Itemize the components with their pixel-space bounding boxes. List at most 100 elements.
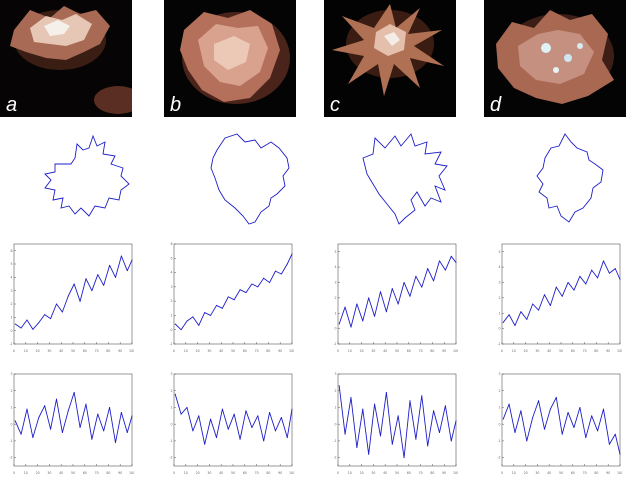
- x-tick-label: 70: [583, 471, 587, 475]
- data-point: [579, 406, 581, 408]
- y-tick-label: 6: [10, 249, 12, 253]
- plot-frame: [173, 243, 293, 345]
- x-tick-label: 90: [606, 471, 610, 475]
- y-tick-label: -1: [9, 342, 12, 346]
- cell-image-c: [324, 0, 456, 117]
- panel-label: a: [6, 94, 18, 116]
- cell-contour-b: [210, 133, 290, 225]
- data-point: [131, 259, 133, 261]
- x-tick-label: 0: [501, 349, 503, 353]
- data-point: [210, 418, 212, 420]
- data-point: [421, 395, 423, 397]
- cell-image-b: [164, 0, 296, 117]
- x-tick-label: 30: [47, 349, 51, 353]
- series-line: [174, 253, 293, 331]
- y-tick-label: 1: [10, 315, 12, 319]
- data-point: [109, 406, 111, 408]
- plot-frame: [337, 243, 457, 345]
- data-point: [227, 296, 229, 298]
- data-point: [126, 432, 128, 434]
- x-tick-label: 70: [583, 349, 587, 353]
- x-tick-label: 100: [453, 471, 458, 475]
- y-tick-label: -2: [333, 456, 336, 460]
- data-point: [438, 260, 440, 262]
- x-tick-label: 40: [383, 471, 387, 475]
- data-point: [433, 280, 435, 282]
- data-point: [227, 428, 229, 430]
- x-tick-label: 10: [348, 349, 352, 353]
- data-point: [239, 438, 241, 440]
- y-tick-label: 4: [10, 275, 12, 279]
- x-tick-label: 80: [106, 349, 110, 353]
- data-point: [397, 415, 399, 417]
- data-point: [274, 270, 276, 272]
- data-point: [502, 321, 504, 323]
- x-tick-label: 30: [535, 349, 539, 353]
- x-tick-label: 0: [173, 471, 175, 475]
- data-point: [514, 432, 516, 434]
- x-tick-label: 50: [559, 349, 563, 353]
- data-point: [215, 437, 217, 439]
- data-point: [561, 295, 563, 297]
- y-tick-label: 3: [10, 289, 12, 293]
- x-tick-label: 10: [348, 471, 352, 475]
- y-tick-label: 1: [170, 406, 172, 410]
- data-point: [286, 437, 288, 439]
- x-tick-label: 80: [430, 349, 434, 353]
- series-line: [14, 255, 133, 330]
- x-tick-label: 10: [24, 349, 28, 353]
- data-point: [391, 288, 393, 290]
- data-point: [433, 410, 435, 412]
- data-point: [338, 385, 340, 387]
- y-tick-label: 1: [334, 311, 336, 315]
- data-point: [368, 453, 370, 455]
- data-point: [415, 438, 417, 440]
- y-tick-label: -1: [497, 439, 500, 443]
- data-point: [538, 309, 540, 311]
- x-tick-label: 10: [184, 349, 188, 353]
- data-point: [549, 408, 551, 410]
- data-point: [573, 427, 575, 429]
- x-tick-label: 50: [559, 471, 563, 475]
- x-tick-label: 100: [129, 471, 134, 475]
- data-point: [210, 314, 212, 316]
- data-point: [20, 433, 22, 435]
- data-point: [91, 438, 93, 440]
- data-point: [362, 320, 364, 322]
- data-point: [591, 415, 593, 417]
- plot-detrended-a: 0 10 20 30 40 50 60 70 80 90 100 -2 -1 0 1 2 3: [9, 372, 134, 475]
- data-point: [356, 447, 358, 449]
- x-tick-label: 50: [71, 471, 75, 475]
- data-point: [549, 305, 551, 307]
- data-point: [567, 411, 569, 413]
- x-tick-label: 100: [617, 349, 622, 353]
- data-point: [44, 314, 46, 316]
- x-tick-label: 70: [419, 349, 423, 353]
- cell-photo-a: a: [0, 0, 132, 117]
- x-tick-label: 20: [196, 471, 200, 475]
- x-tick-label: 80: [266, 349, 270, 353]
- x-tick-label: 20: [524, 349, 528, 353]
- data-point: [55, 398, 57, 400]
- data-point: [269, 282, 271, 284]
- data-point: [14, 420, 16, 422]
- data-point: [204, 312, 206, 314]
- data-point: [257, 415, 259, 417]
- series-line: [14, 391, 133, 444]
- series-line: [338, 385, 457, 459]
- x-tick-label: 60: [571, 349, 575, 353]
- cell-contour-c: [362, 133, 448, 225]
- data-point: [409, 295, 411, 297]
- x-tick-label: 40: [59, 349, 63, 353]
- x-tick-label: 20: [360, 349, 364, 353]
- x-tick-label: 90: [278, 349, 282, 353]
- x-tick-label: 70: [95, 471, 99, 475]
- x-tick-label: 40: [547, 349, 551, 353]
- data-point: [421, 286, 423, 288]
- data-point: [192, 430, 194, 432]
- y-tick-label: 2: [498, 389, 500, 393]
- x-tick-label: 0: [13, 471, 15, 475]
- x-tick-label: 30: [371, 349, 375, 353]
- y-tick-label: 4: [170, 271, 172, 275]
- y-tick-label: 2: [498, 296, 500, 300]
